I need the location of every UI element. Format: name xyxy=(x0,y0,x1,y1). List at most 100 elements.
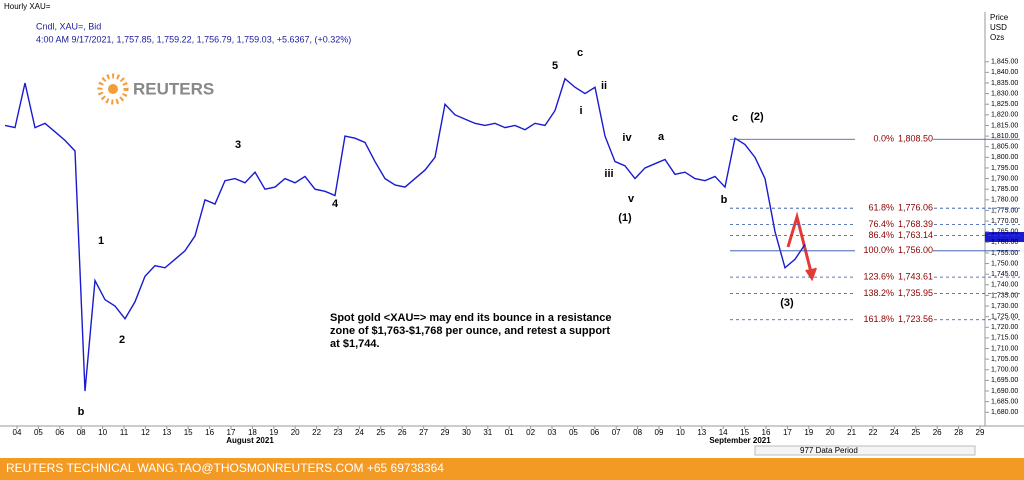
y-axis-label: Ozs xyxy=(990,33,1004,42)
y-tick-label: 1,715.00 xyxy=(991,335,1018,342)
footer-bar xyxy=(0,458,1024,480)
x-tick-label: 09 xyxy=(655,428,664,437)
wave-label: 3 xyxy=(235,139,241,151)
wave-label: c xyxy=(732,112,738,124)
fib-value: 1,776.06 xyxy=(898,203,933,213)
wave-label: ii xyxy=(601,80,607,92)
fib-percent: 0.0% xyxy=(873,134,894,144)
x-tick-label: 30 xyxy=(462,428,471,437)
x-tick-label: 25 xyxy=(911,428,920,437)
x-tick-label: 29 xyxy=(976,428,985,437)
x-tick-label: 06 xyxy=(55,428,64,437)
fib-value: 1,743.61 xyxy=(898,271,933,281)
comment: at $1,744. xyxy=(330,338,380,350)
x-tick-label: 27 xyxy=(419,428,428,437)
y-tick-label: 1,800.00 xyxy=(991,154,1018,161)
x-tick-label: 05 xyxy=(569,428,578,437)
y-tick-label: 1,750.00 xyxy=(991,260,1018,267)
y-tick-label: 1,760.00 xyxy=(991,239,1018,246)
data-period-box xyxy=(754,445,976,456)
x-tick-label: 16 xyxy=(762,428,771,437)
y-tick-label: 1,795.00 xyxy=(991,165,1018,172)
x-tick-label: 28 xyxy=(954,428,963,437)
fib-label-bg xyxy=(855,203,933,214)
fib-percent: 138.2% xyxy=(863,288,894,298)
fib-value: 1,808.50 xyxy=(898,134,933,144)
fib-percent: 123.6% xyxy=(863,271,894,281)
arrow-head xyxy=(805,267,817,282)
x-tick-label: 20 xyxy=(291,428,300,437)
y-tick-label: 1,775.00 xyxy=(991,207,1018,214)
arrow xyxy=(786,211,814,277)
x-tick-label: 26 xyxy=(933,428,942,437)
y-tick-label: 1,690.00 xyxy=(991,388,1018,395)
y-tick-label: 1,815.00 xyxy=(991,122,1018,129)
y-tick-label: 1,700.00 xyxy=(991,367,1018,374)
wave-label: v xyxy=(628,193,635,205)
x-tick-label: 11 xyxy=(120,428,129,437)
x-tick-label: 17 xyxy=(783,428,792,437)
x-tick-label: 19 xyxy=(804,428,813,437)
x-tick-label: 29 xyxy=(441,428,450,437)
x-tick-label: 13 xyxy=(697,428,706,437)
wave-label: iv xyxy=(622,132,632,144)
y-tick-label: 1,685.00 xyxy=(991,398,1018,405)
fib-value: 1,723.56 xyxy=(898,314,933,324)
x-tick-label: 24 xyxy=(355,428,364,437)
y-axis-label: Price xyxy=(990,13,1009,22)
comment: zone of $1,763-$1,768 per ounce, and ret… xyxy=(330,325,610,337)
y-tick-label: 1,740.00 xyxy=(991,282,1018,289)
x-tick-label: 23 xyxy=(334,428,343,437)
fib-label-bg xyxy=(855,314,933,325)
y-tick-label: 1,785.00 xyxy=(991,186,1018,193)
chart-title: Hourly XAU= xyxy=(4,2,51,11)
x-tick-label: 02 xyxy=(526,428,535,437)
wave-label: i xyxy=(579,105,582,117)
y-tick-label: 1,765.00 xyxy=(991,229,1018,236)
month-label: September 2021 xyxy=(709,436,771,445)
fib-label-bg xyxy=(855,219,933,230)
y-tick-label: 1,705.00 xyxy=(991,356,1018,363)
x-tick-label: 17 xyxy=(227,428,236,437)
y-tick-label: 1,680.00 xyxy=(991,409,1018,416)
x-tick-label: 10 xyxy=(676,428,685,437)
wave-label: 2 xyxy=(119,334,125,346)
wave-label: 1 xyxy=(98,235,104,247)
y-tick-label: 1,805.00 xyxy=(991,144,1018,151)
fib-value: 1,768.39 xyxy=(898,219,933,229)
y-tick-label: 1,755.00 xyxy=(991,250,1018,257)
fib-value: 1,735.95 xyxy=(898,288,933,298)
series-name: Cndl, XAU=, Bid xyxy=(36,21,101,31)
x-tick-label: 24 xyxy=(890,428,899,437)
y-axis-label: USD xyxy=(990,23,1007,32)
wave-label: b xyxy=(78,406,85,418)
fib-value: 1,763.14 xyxy=(898,230,933,240)
wave-label: a xyxy=(658,131,665,143)
month-label: August 2021 xyxy=(226,436,274,445)
y-tick-label: 1,845.00 xyxy=(991,59,1018,66)
x-tick-label: 08 xyxy=(77,428,86,437)
x-tick-label: 19 xyxy=(269,428,278,437)
y-tick-label: 1,825.00 xyxy=(991,101,1018,108)
fib-label-bg xyxy=(855,134,933,145)
x-tick-label: 12 xyxy=(141,428,150,437)
x-tick-label: 26 xyxy=(398,428,407,437)
y-tick-label: 1,730.00 xyxy=(991,303,1018,310)
y-tick-label: 1,830.00 xyxy=(991,90,1018,97)
x-tick-label: 18 xyxy=(248,428,257,437)
x-tick-label: 13 xyxy=(162,428,171,437)
fib-label-bg xyxy=(855,272,933,283)
wave-label: iii xyxy=(604,168,613,180)
x-tick-label: 05 xyxy=(34,428,43,437)
y-tick-label: 1,835.00 xyxy=(991,80,1018,87)
x-tick-label: 08 xyxy=(633,428,642,437)
wave-label: 5 xyxy=(552,60,558,72)
x-tick-label: 03 xyxy=(548,428,557,437)
x-tick-label: 22 xyxy=(869,428,878,437)
y-tick-label: 1,745.00 xyxy=(991,271,1018,278)
x-tick-label: 31 xyxy=(483,428,492,437)
wave-label: (2) xyxy=(750,111,764,123)
x-tick-label: 10 xyxy=(98,428,107,437)
fib-label-bg xyxy=(855,230,933,241)
